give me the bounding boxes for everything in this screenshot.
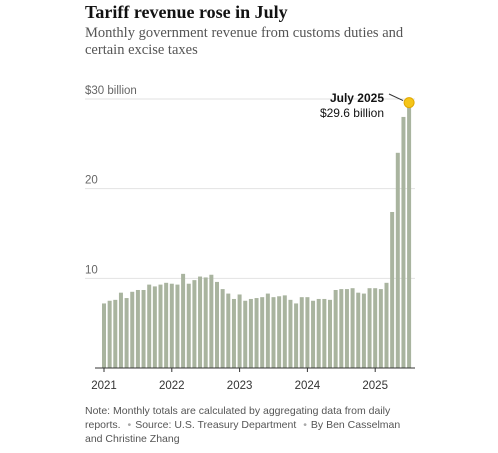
note: By Ben Casselman and Christine Zhang — [85, 419, 401, 445]
bar — [175, 284, 180, 368]
bar — [254, 298, 259, 368]
note: Note: Monthly totals are calculated by a… — [85, 405, 391, 431]
bar — [299, 297, 304, 368]
bar — [305, 297, 310, 368]
bar — [395, 152, 400, 368]
bar — [339, 289, 344, 368]
bar — [231, 298, 236, 368]
annotation-arrow — [388, 93, 404, 102]
chart-title: Tariff revenue rose in July — [85, 2, 288, 22]
bar — [152, 286, 157, 368]
bar — [248, 298, 253, 368]
bar — [215, 281, 219, 368]
bar — [294, 303, 299, 368]
x-tick-label: 2022 — [159, 380, 185, 392]
bar — [373, 288, 378, 368]
bar — [243, 300, 248, 368]
note: Source: U.S. Treasury Department — [135, 419, 297, 431]
bar — [107, 300, 112, 368]
notes: Note: Monthly totals are calculated by a… — [85, 404, 420, 446]
bar — [113, 299, 118, 368]
bar — [186, 283, 191, 368]
value-label: $29.6 billion — [320, 106, 384, 120]
bar — [361, 293, 366, 368]
bar — [316, 298, 321, 368]
separator: • — [303, 419, 307, 431]
bar — [164, 282, 169, 368]
y-tick-label: $30 billion — [85, 85, 137, 97]
bar — [141, 289, 146, 368]
bar — [271, 297, 276, 368]
bar — [384, 282, 389, 368]
bar — [226, 293, 231, 368]
bar — [407, 102, 412, 368]
x-tick-label: 2025 — [362, 380, 388, 392]
bar — [124, 298, 129, 368]
highlight-dot — [403, 97, 415, 109]
bar — [102, 303, 106, 368]
bar — [181, 273, 186, 368]
x-tick-label: 2023 — [227, 380, 253, 392]
bar — [220, 289, 225, 368]
annotation-label: July 2025 — [330, 91, 384, 105]
bar — [118, 292, 123, 368]
bar — [277, 296, 282, 368]
bar — [378, 289, 383, 368]
chart-subtitle: Monthly government revenue from customs … — [85, 25, 404, 58]
bar — [209, 274, 214, 368]
separator: • — [127, 419, 132, 431]
bar — [401, 116, 406, 368]
bar — [203, 277, 208, 368]
bar — [158, 284, 163, 368]
bar — [356, 292, 361, 368]
x-tick-label: 2024 — [295, 380, 321, 392]
bar — [135, 289, 140, 368]
bar — [333, 289, 338, 368]
bar — [311, 300, 316, 368]
bar — [198, 276, 203, 368]
bar — [350, 288, 355, 368]
bar — [288, 299, 293, 368]
bar — [260, 297, 265, 368]
bar — [265, 293, 270, 368]
y-tick-label: 20 — [85, 175, 98, 187]
bar — [390, 211, 395, 368]
bar — [237, 294, 242, 368]
bar — [169, 283, 174, 368]
bar — [344, 289, 349, 368]
bar — [328, 299, 332, 368]
bar — [367, 288, 372, 368]
chart: 10 20 $30 billion 2021 2022 2023 2024 2025 July … — [85, 85, 415, 392]
bar — [192, 280, 197, 368]
bar — [130, 291, 135, 368]
bar — [147, 284, 152, 368]
x-tick-label: 2021 — [91, 380, 117, 392]
y-tick-label: 10 — [85, 264, 98, 276]
bar — [282, 295, 287, 368]
bar — [322, 298, 327, 368]
